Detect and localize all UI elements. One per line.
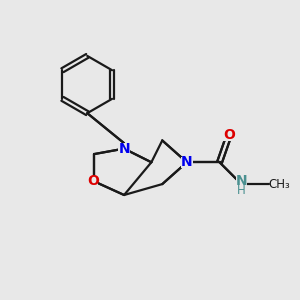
FancyBboxPatch shape: [118, 143, 130, 154]
FancyBboxPatch shape: [237, 185, 245, 195]
Text: N: N: [181, 155, 193, 169]
FancyBboxPatch shape: [181, 157, 193, 168]
FancyBboxPatch shape: [236, 176, 247, 187]
Text: N: N: [236, 174, 247, 188]
FancyBboxPatch shape: [224, 129, 235, 141]
Text: O: O: [223, 128, 235, 142]
FancyBboxPatch shape: [87, 176, 98, 187]
Text: H: H: [237, 184, 246, 196]
Text: CH₃: CH₃: [268, 178, 290, 190]
Text: N: N: [118, 142, 130, 156]
Text: O: O: [87, 174, 99, 188]
